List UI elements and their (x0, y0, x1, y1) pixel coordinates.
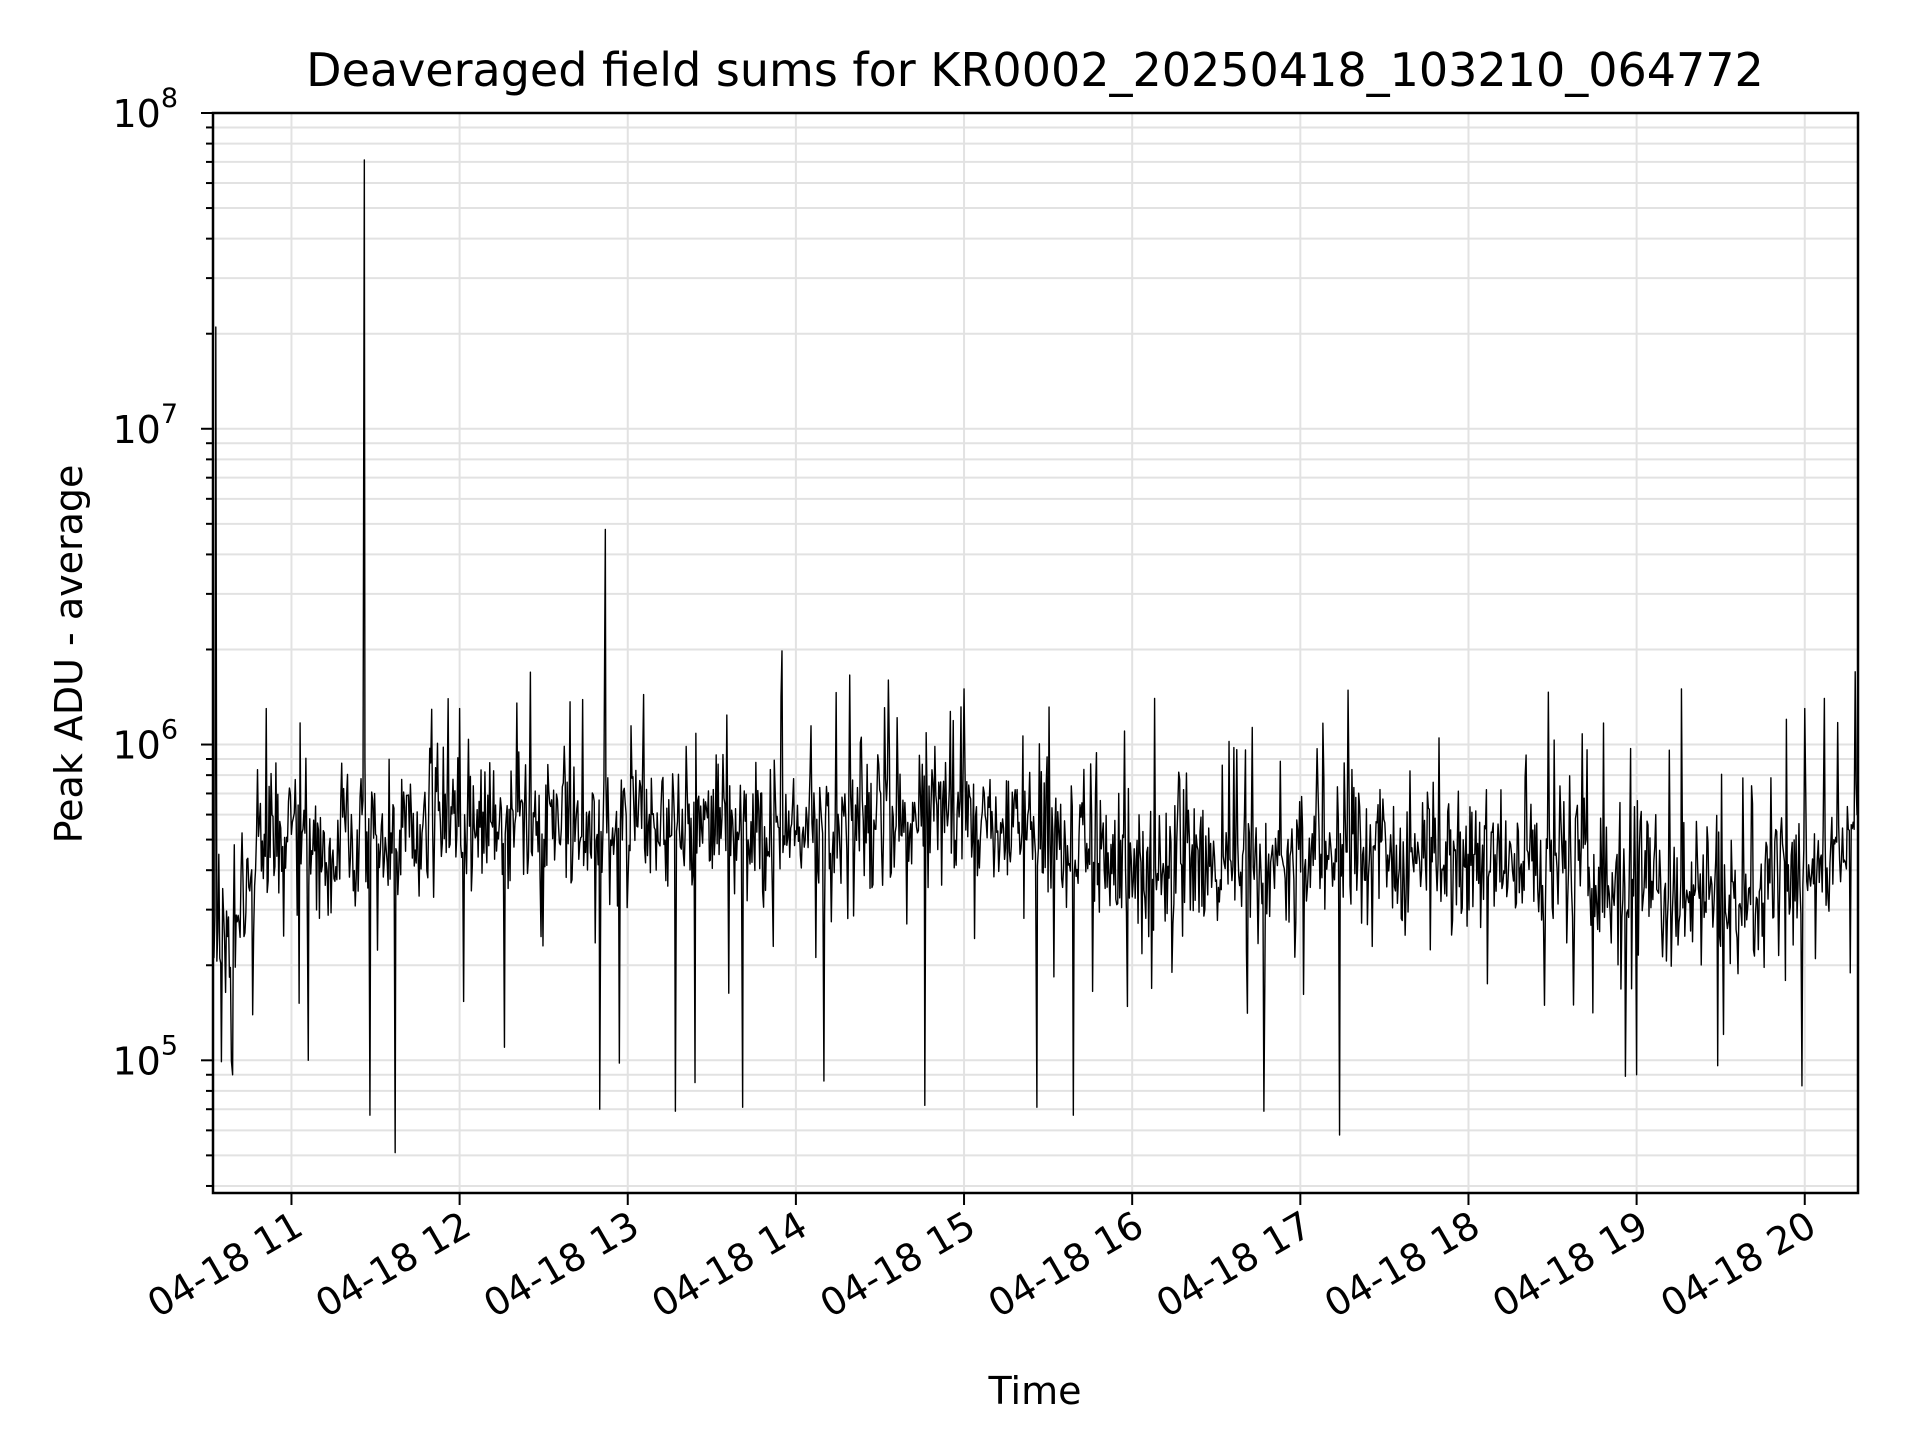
x-axis-label: Time (988, 1369, 1082, 1413)
series-line (212, 159, 1859, 1154)
axes-frame (211, 111, 1860, 1195)
major-gridlines (213, 112, 1858, 1193)
axis-ticks (201, 112, 1806, 1205)
plot-area (213, 113, 1858, 1193)
y-tick-label: 106 (112, 715, 178, 768)
y-tick-label: 107 (112, 399, 178, 452)
series-layer (212, 159, 1859, 1154)
y-tick-label: 105 (112, 1030, 178, 1083)
chart-title: Deaveraged field sums for KR0002_2025041… (306, 43, 1764, 97)
y-tick-label: 108 (112, 83, 178, 136)
y-axis-label: Peak ADU - average (47, 465, 91, 844)
